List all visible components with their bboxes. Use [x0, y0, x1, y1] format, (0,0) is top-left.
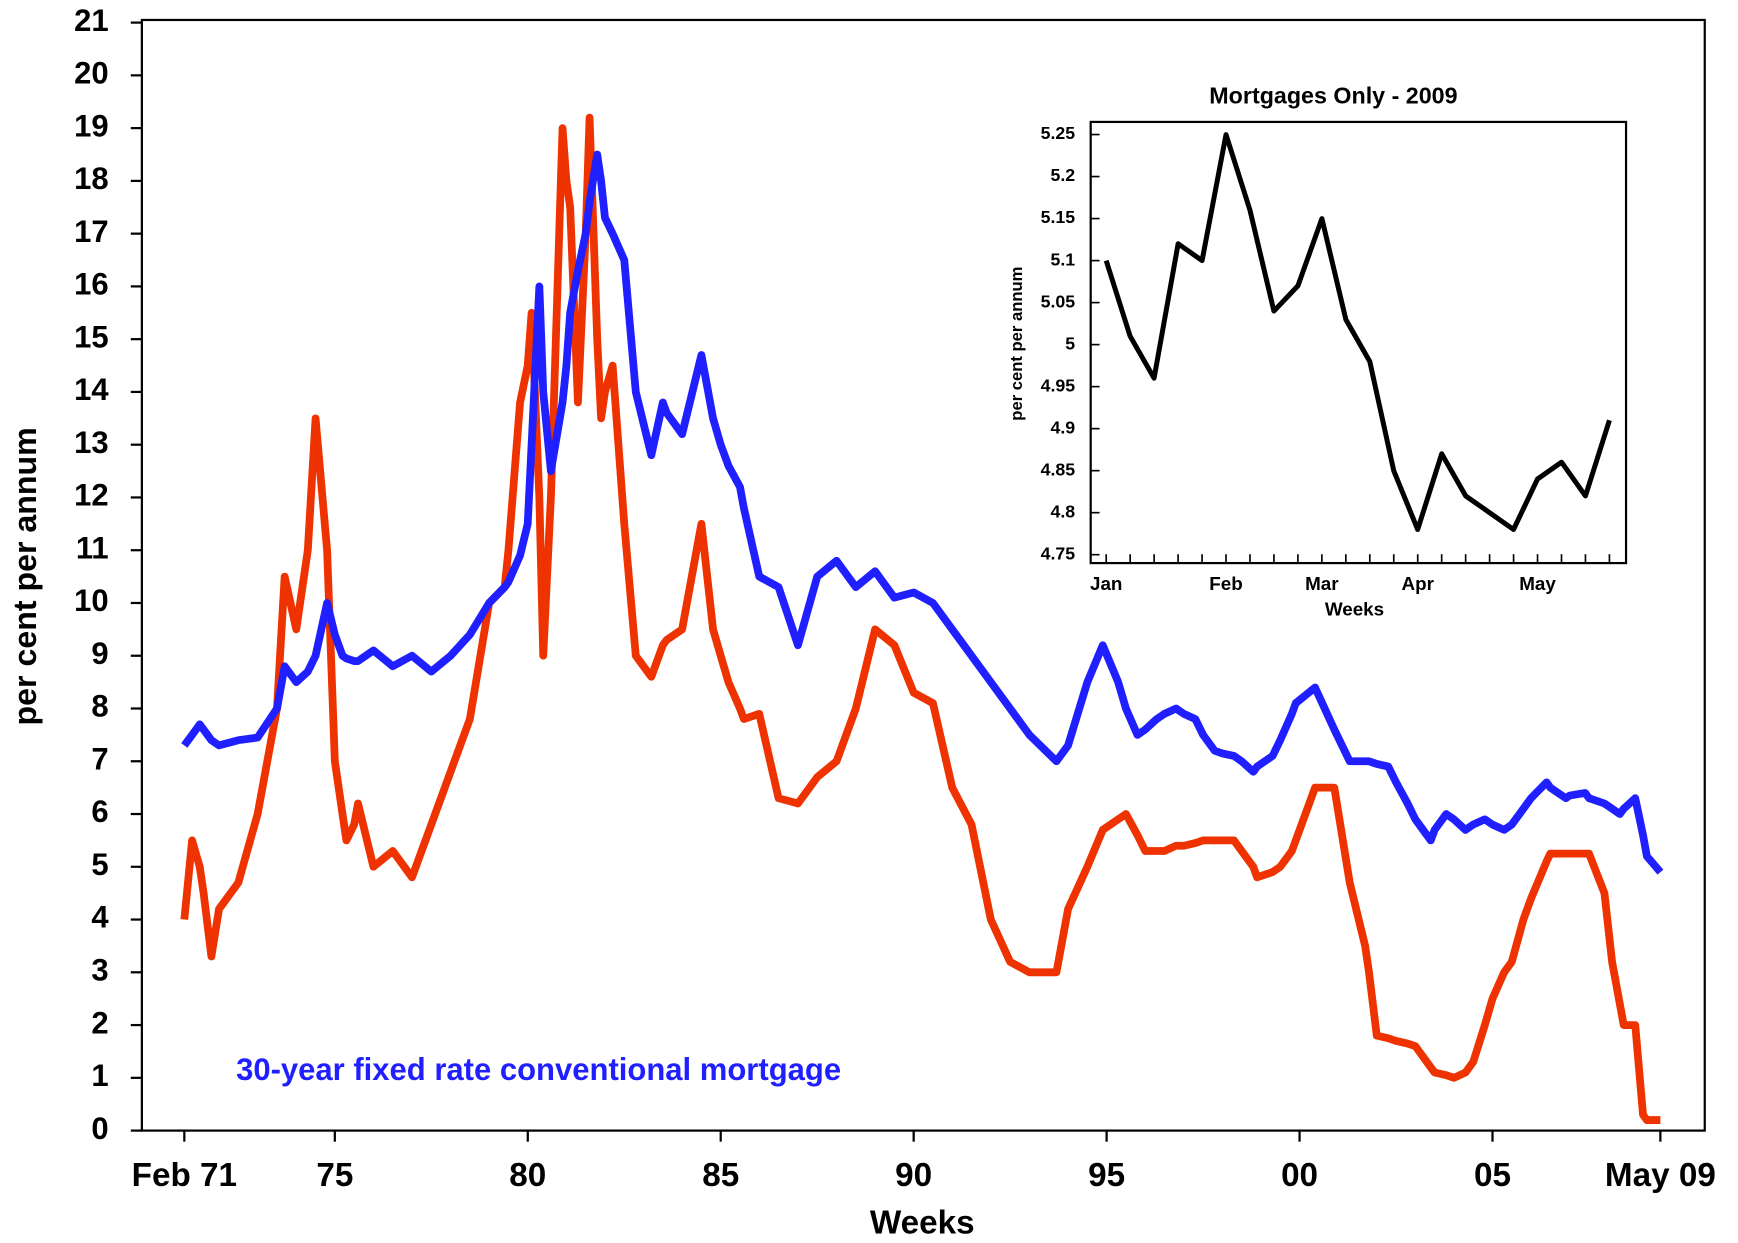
y-tick-label: 11	[76, 530, 109, 565]
inset-y-tick-label: 5.15	[1041, 207, 1076, 227]
inset-x-tick-label: Mar	[1305, 573, 1339, 594]
inset-x-axis-title: Weeks	[1325, 599, 1384, 620]
inset-y-tick-label: 4.95	[1041, 375, 1076, 395]
y-tick-label: 17	[74, 214, 109, 249]
y-tick-label: 12	[74, 478, 109, 513]
x-tick-label: 85	[702, 1157, 739, 1194]
inset-y-tick-label: 5	[1065, 333, 1075, 353]
inset-x-tick-label: Feb	[1209, 573, 1242, 594]
inset-y-tick-label: 5.1	[1051, 249, 1076, 269]
y-tick-label: 19	[74, 108, 109, 143]
inset-y-tick-label: 4.9	[1051, 417, 1076, 437]
y-tick-label: 6	[91, 794, 108, 829]
x-tick-label: 00	[1281, 1157, 1318, 1194]
y-tick-label: 16	[74, 267, 109, 302]
y-tick-label: 14	[74, 372, 109, 407]
y-tick-label: 3	[91, 953, 108, 988]
y-tick-label: 13	[74, 425, 109, 460]
inset-x-tick-label: May	[1519, 573, 1556, 594]
x-axis-title: Weeks	[870, 1205, 975, 1242]
inset-y-tick-label: 4.75	[1041, 543, 1076, 563]
inset-plot-frame	[1089, 120, 1628, 565]
line-series	[181, 150, 1664, 875]
inset-y-tick-label: 5.25	[1041, 123, 1076, 143]
x-tick-label: May 09	[1605, 1157, 1716, 1194]
inset-y-tick-label: 5.2	[1051, 165, 1076, 185]
main-plot-frame	[140, 18, 1706, 1132]
x-tick-label: 95	[1088, 1157, 1125, 1194]
y-tick-label: 1	[91, 1058, 108, 1093]
series-label: 30-year fixed rate conventional mortgage	[236, 1052, 841, 1087]
y-tick-label: 18	[74, 161, 109, 196]
y-tick-label: 20	[74, 56, 109, 91]
inset-x-tick-label: Jan	[1090, 573, 1122, 594]
x-tick-label: 80	[509, 1157, 546, 1194]
y-tick-label: 9	[91, 636, 108, 671]
x-tick-label: 90	[895, 1157, 932, 1194]
y-tick-label: 21	[74, 3, 109, 38]
x-tick-label: Feb 71	[132, 1157, 237, 1194]
inset-line-series	[1103, 132, 1612, 532]
inset-y-axis-title: per cent per annum	[1007, 267, 1026, 421]
inset-y-tick-label: 4.8	[1051, 501, 1076, 521]
y-tick-label: 5	[91, 847, 108, 882]
y-tick-label: 7	[91, 741, 108, 776]
inset-title: Mortgages Only - 2009	[1209, 83, 1457, 109]
y-tick-label: 10	[74, 583, 109, 618]
y-tick-label: 4	[91, 900, 109, 935]
y-tick-label: 15	[74, 319, 109, 354]
x-tick-label: 05	[1474, 1157, 1511, 1194]
x-tick-label: 75	[316, 1157, 353, 1194]
y-tick-label: 8	[91, 689, 108, 724]
inset-y-tick-label: 5.05	[1041, 291, 1076, 311]
inset-y-tick-label: 4.85	[1041, 459, 1076, 479]
line-series	[180, 113, 1661, 1124]
y-tick-label: 2	[91, 1005, 108, 1040]
y-tick-label: 0	[91, 1111, 108, 1146]
y-axis-title: per cent per annum	[7, 427, 43, 725]
inset-x-tick-label: Apr	[1402, 573, 1435, 594]
